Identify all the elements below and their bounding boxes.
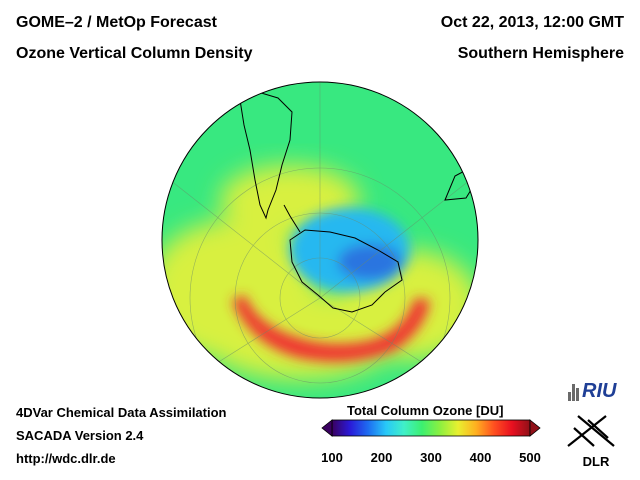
- version-label: SACADA Version 2.4: [16, 428, 144, 443]
- colorbar-min-arrow: [321, 419, 333, 437]
- colorbar-tick-label: 200: [370, 450, 393, 465]
- colorbar-tick-label: 500: [519, 450, 541, 465]
- dlr-cross-icon: [567, 415, 615, 447]
- dlr-logo: DLR: [567, 415, 615, 468]
- method-label: 4DVar Chemical Data Assimilation: [16, 405, 227, 420]
- globe-outline: [161, 81, 479, 399]
- url-label: http://wdc.dlr.de: [16, 451, 116, 466]
- colorbar-gradient: [331, 419, 531, 437]
- riu-logo-text: RIU: [582, 380, 617, 402]
- ozone-hole-core: [338, 244, 402, 280]
- region-label: Southern Hemisphere: [457, 45, 624, 62]
- colorbar-tick-label: 100: [321, 450, 343, 465]
- riu-logo: RIU: [568, 380, 617, 402]
- colorbar-tick-label: 300: [420, 450, 442, 465]
- dlr-logo-text: DLR: [583, 454, 610, 468]
- colorbar-legend: [321, 419, 541, 437]
- high-ozone-ring: [232, 295, 430, 362]
- colorbar-max-arrow: [529, 419, 541, 437]
- product-title: GOME–2 / MetOp Forecast: [16, 14, 217, 31]
- quantity-title: Ozone Vertical Column Density: [16, 45, 253, 62]
- colorbar-title: Total Column Ozone [DU]: [347, 403, 504, 418]
- colorbar-tick-label: 400: [469, 450, 492, 465]
- datetime-label: Oct 22, 2013, 12:00 GMT: [440, 14, 624, 31]
